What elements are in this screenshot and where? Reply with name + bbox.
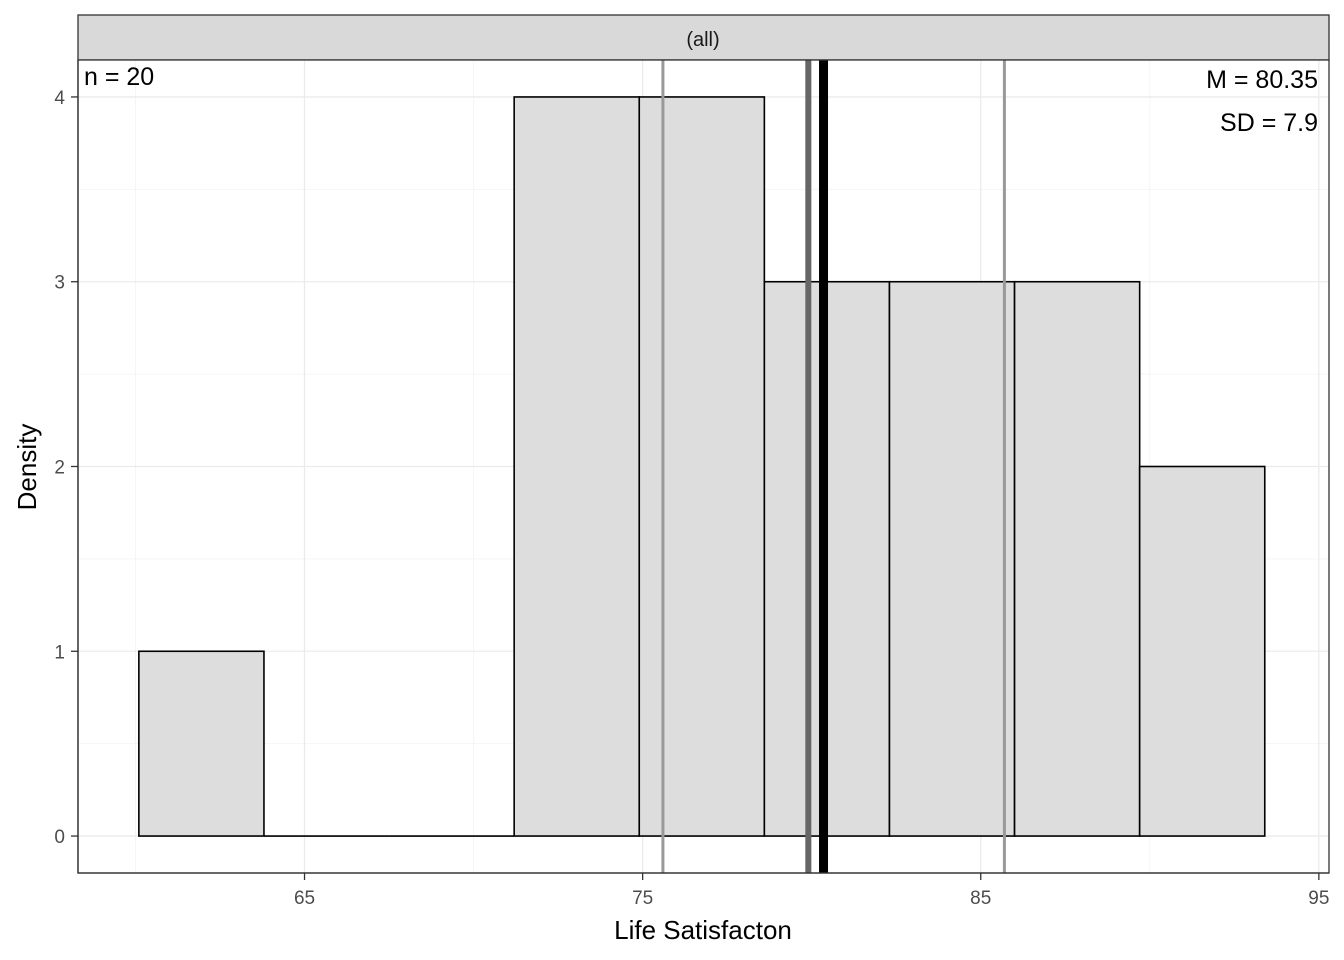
histogram-bar bbox=[638, 96, 766, 837]
n-annotation: n = 20 bbox=[84, 63, 154, 91]
x-axis: 65 75 85 95 bbox=[78, 872, 1329, 909]
x-tick-label: 75 bbox=[632, 888, 653, 909]
reference-lines bbox=[661, 60, 1006, 873]
x-tick-label: 95 bbox=[1308, 888, 1329, 909]
facet-strip-label: (all) bbox=[686, 29, 719, 51]
histogram-bars bbox=[138, 96, 1266, 837]
histogram-bar bbox=[1138, 465, 1266, 837]
mean-annotation: M = 80.35 bbox=[1206, 66, 1318, 94]
y-tick-label: 0 bbox=[54, 827, 65, 848]
x-tick-label: 65 bbox=[294, 888, 315, 909]
histogram-bar bbox=[513, 96, 641, 837]
histogram-bar bbox=[888, 280, 1016, 837]
x-tick-label: 85 bbox=[970, 888, 991, 909]
y-tick-label: 1 bbox=[54, 642, 65, 663]
histogram-bar bbox=[1013, 280, 1141, 837]
y-tick-label: 2 bbox=[54, 458, 65, 479]
histogram-bar bbox=[138, 650, 265, 837]
facet-strip bbox=[77, 14, 1330, 61]
y-axis: 0 1 2 3 4 bbox=[54, 60, 79, 873]
y-tick-label: 4 bbox=[54, 88, 65, 109]
y-tick-label: 3 bbox=[54, 273, 65, 294]
y-axis-title: Density bbox=[12, 424, 42, 511]
x-axis-title: Life Satisfacton bbox=[614, 915, 792, 945]
sd-annotation: SD = 7.9 bbox=[1220, 109, 1318, 137]
